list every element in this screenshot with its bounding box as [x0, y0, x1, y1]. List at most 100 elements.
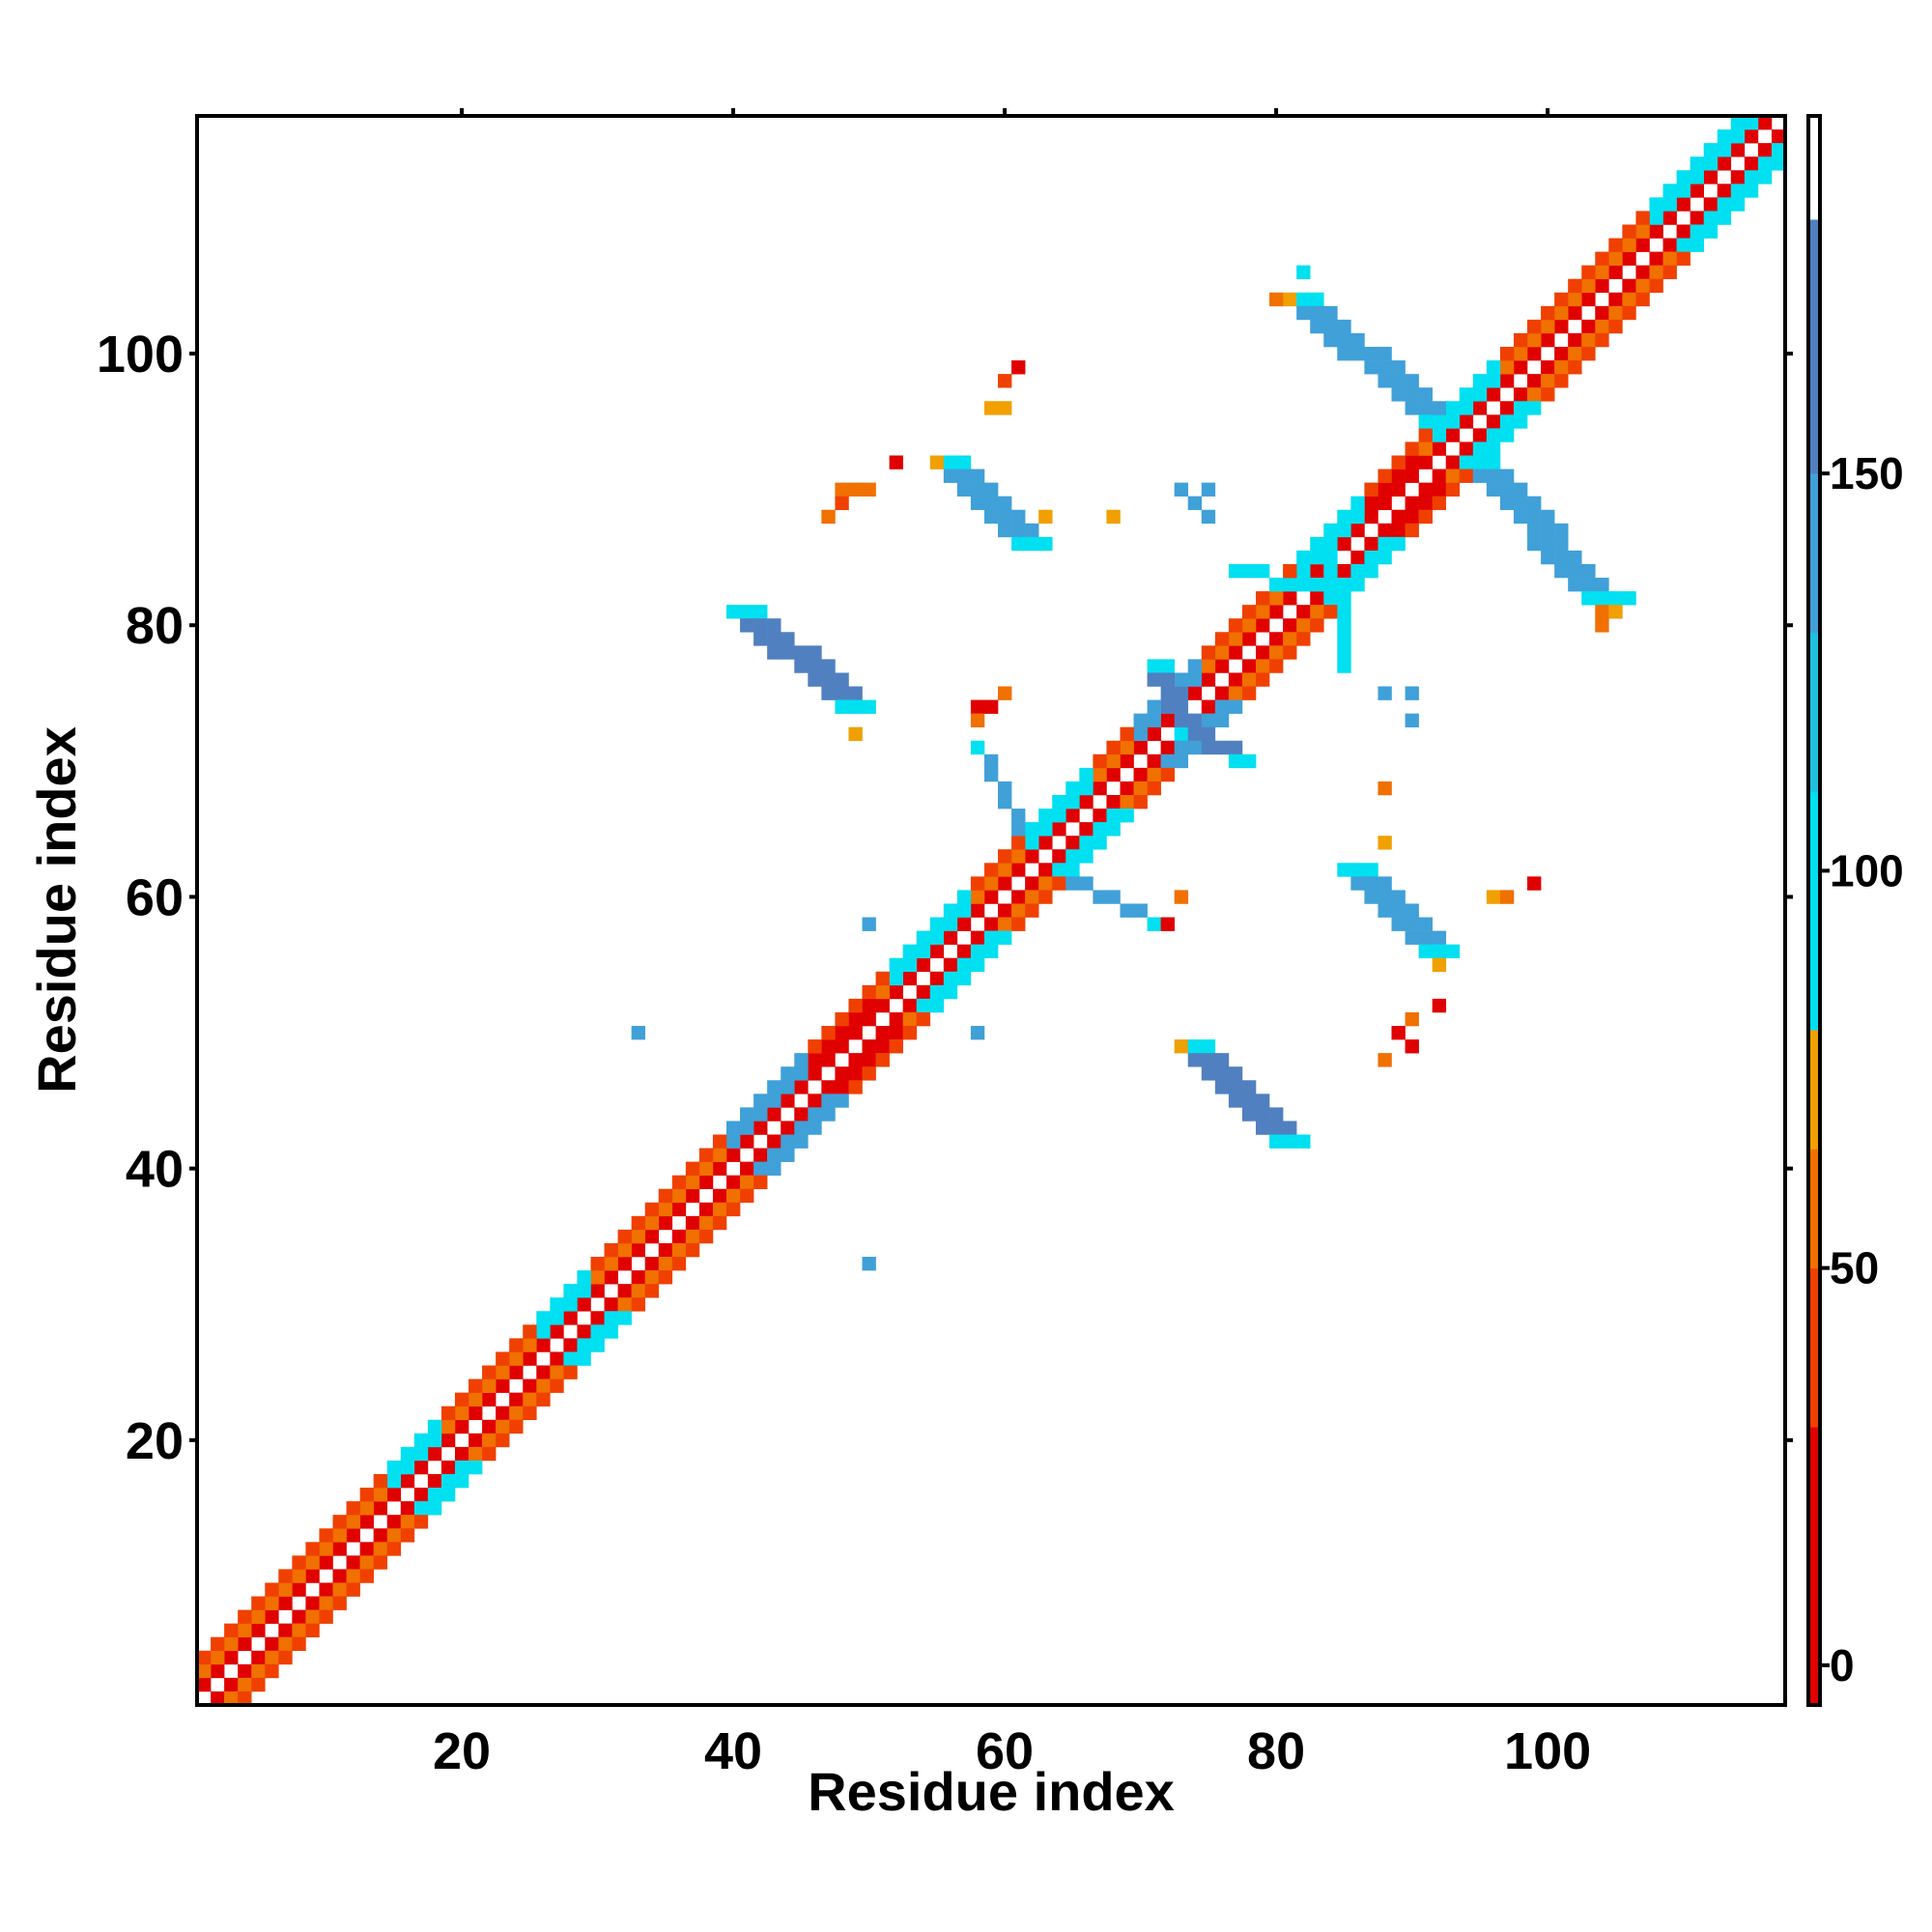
- heatmap-cell: [808, 672, 822, 687]
- heatmap-cell: [943, 455, 958, 469]
- heatmap-cell: [1378, 374, 1392, 388]
- heatmap-cell: [1622, 224, 1636, 239]
- heatmap-cell: [1405, 509, 1419, 525]
- heatmap-cell: [386, 1460, 402, 1475]
- heatmap-cell: [1730, 129, 1746, 144]
- heatmap-cell: [427, 1501, 442, 1516]
- colorbar-band: [1808, 116, 1820, 220]
- heatmap-cell: [1568, 332, 1582, 348]
- heatmap-cell: [1378, 1053, 1392, 1067]
- heatmap-cell: [1635, 211, 1650, 225]
- heatmap-cell: [835, 1094, 849, 1108]
- heatmap-cell: [1093, 767, 1107, 782]
- heatmap-cell: [1541, 509, 1555, 525]
- colorbar-band: [1808, 1267, 1820, 1428]
- heatmap-cell: [1025, 836, 1039, 850]
- heatmap-cell: [496, 1406, 510, 1421]
- heatmap-cell: [454, 1446, 469, 1462]
- heatmap-cell: [1106, 753, 1121, 769]
- heatmap-cell: [1214, 713, 1230, 727]
- heatmap-cell: [1241, 605, 1257, 619]
- heatmap-cell: [875, 1053, 890, 1067]
- heatmap-cell: [1581, 578, 1596, 592]
- heatmap-cell: [943, 984, 958, 1000]
- heatmap-cell: [305, 1542, 320, 1556]
- heatmap-cell: [251, 1663, 266, 1679]
- heatmap-cell: [970, 713, 985, 727]
- heatmap-cell: [821, 1094, 836, 1108]
- heatmap-cell: [1662, 251, 1677, 266]
- heatmap-cell: [251, 1677, 266, 1692]
- heatmap-cell: [454, 1460, 469, 1475]
- heatmap-cell: [1160, 686, 1175, 700]
- heatmap-cell: [1568, 278, 1582, 294]
- heatmap-cell: [983, 890, 999, 904]
- heatmap-cell: [862, 1011, 876, 1027]
- heatmap-cell: [1201, 713, 1216, 727]
- heatmap-cell: [1241, 1094, 1257, 1108]
- colorbar-band: [1808, 1149, 1820, 1269]
- heatmap-cell: [998, 917, 1012, 931]
- heatmap-cell: [1541, 523, 1555, 538]
- heatmap-cell: [1635, 265, 1650, 280]
- heatmap-cell: [1690, 238, 1704, 252]
- heatmap-cell: [1513, 414, 1528, 429]
- heatmap-cell: [1079, 836, 1094, 850]
- heatmap-cell: [1337, 578, 1351, 592]
- heatmap-cell: [1337, 319, 1351, 334]
- heatmap-cell: [1690, 170, 1704, 185]
- heatmap-cell: [550, 1311, 564, 1325]
- heatmap-cell: [835, 1011, 849, 1027]
- heatmap-cell: [440, 1488, 456, 1502]
- heatmap-cell: [1649, 224, 1663, 239]
- heatmap-cell: [631, 1270, 645, 1285]
- heatmap-cell: [251, 1623, 266, 1637]
- heatmap-cell: [1676, 238, 1690, 252]
- heatmap-cell: [577, 1270, 591, 1285]
- heatmap-cell: [550, 1324, 564, 1339]
- heatmap-cell: [1065, 809, 1080, 823]
- heatmap-cell: [1323, 563, 1338, 579]
- heatmap-cell: [1337, 645, 1351, 660]
- heatmap-cell: [685, 1229, 700, 1244]
- heatmap-cell: [970, 699, 985, 714]
- heatmap-cell: [1445, 414, 1461, 429]
- heatmap-cell: [781, 645, 795, 660]
- heatmap-cell: [1391, 903, 1406, 918]
- heatmap-cell: [509, 1392, 524, 1406]
- heatmap-cell: [740, 1134, 754, 1149]
- heatmap-cell: [1093, 836, 1107, 850]
- heatmap-cell: [1187, 496, 1203, 511]
- heatmap-cell: [740, 1121, 754, 1135]
- heatmap-cell: [835, 1039, 849, 1054]
- x-axis-label: Residue index: [808, 1761, 1175, 1822]
- heatmap-cell: [1147, 726, 1161, 742]
- heatmap-cell: [1187, 726, 1203, 742]
- heatmap-cell: [1201, 1039, 1216, 1054]
- heatmap-cell: [658, 1202, 673, 1217]
- heatmap-cell: [1513, 509, 1528, 525]
- heatmap-cell: [644, 1257, 660, 1271]
- heatmap-cell: [848, 699, 863, 714]
- heatmap-cell: [929, 944, 945, 959]
- heatmap-cell: [1581, 265, 1596, 280]
- heatmap-cell: [1513, 332, 1528, 348]
- heatmap-cell: [1065, 849, 1080, 864]
- heatmap-cell: [1201, 509, 1216, 525]
- heatmap-cell: [427, 1473, 442, 1489]
- heatmap-cell: [1717, 129, 1732, 144]
- heatmap-cell: [1405, 1039, 1419, 1054]
- heatmap-cell: [631, 1242, 645, 1258]
- heatmap-cell: [1120, 903, 1134, 918]
- heatmap-cell: [1296, 1134, 1311, 1149]
- heatmap-cell: [1418, 401, 1433, 415]
- heatmap-cell: [1025, 876, 1039, 891]
- heatmap-cell: [956, 957, 972, 973]
- heatmap-cell: [1364, 890, 1378, 904]
- heatmap-cell: [1622, 305, 1636, 321]
- heatmap-cell: [319, 1582, 333, 1597]
- heatmap-cell: [698, 1229, 714, 1244]
- heatmap-cell: [1378, 903, 1392, 918]
- heatmap-cell: [956, 917, 972, 931]
- heatmap-cell: [1256, 659, 1270, 673]
